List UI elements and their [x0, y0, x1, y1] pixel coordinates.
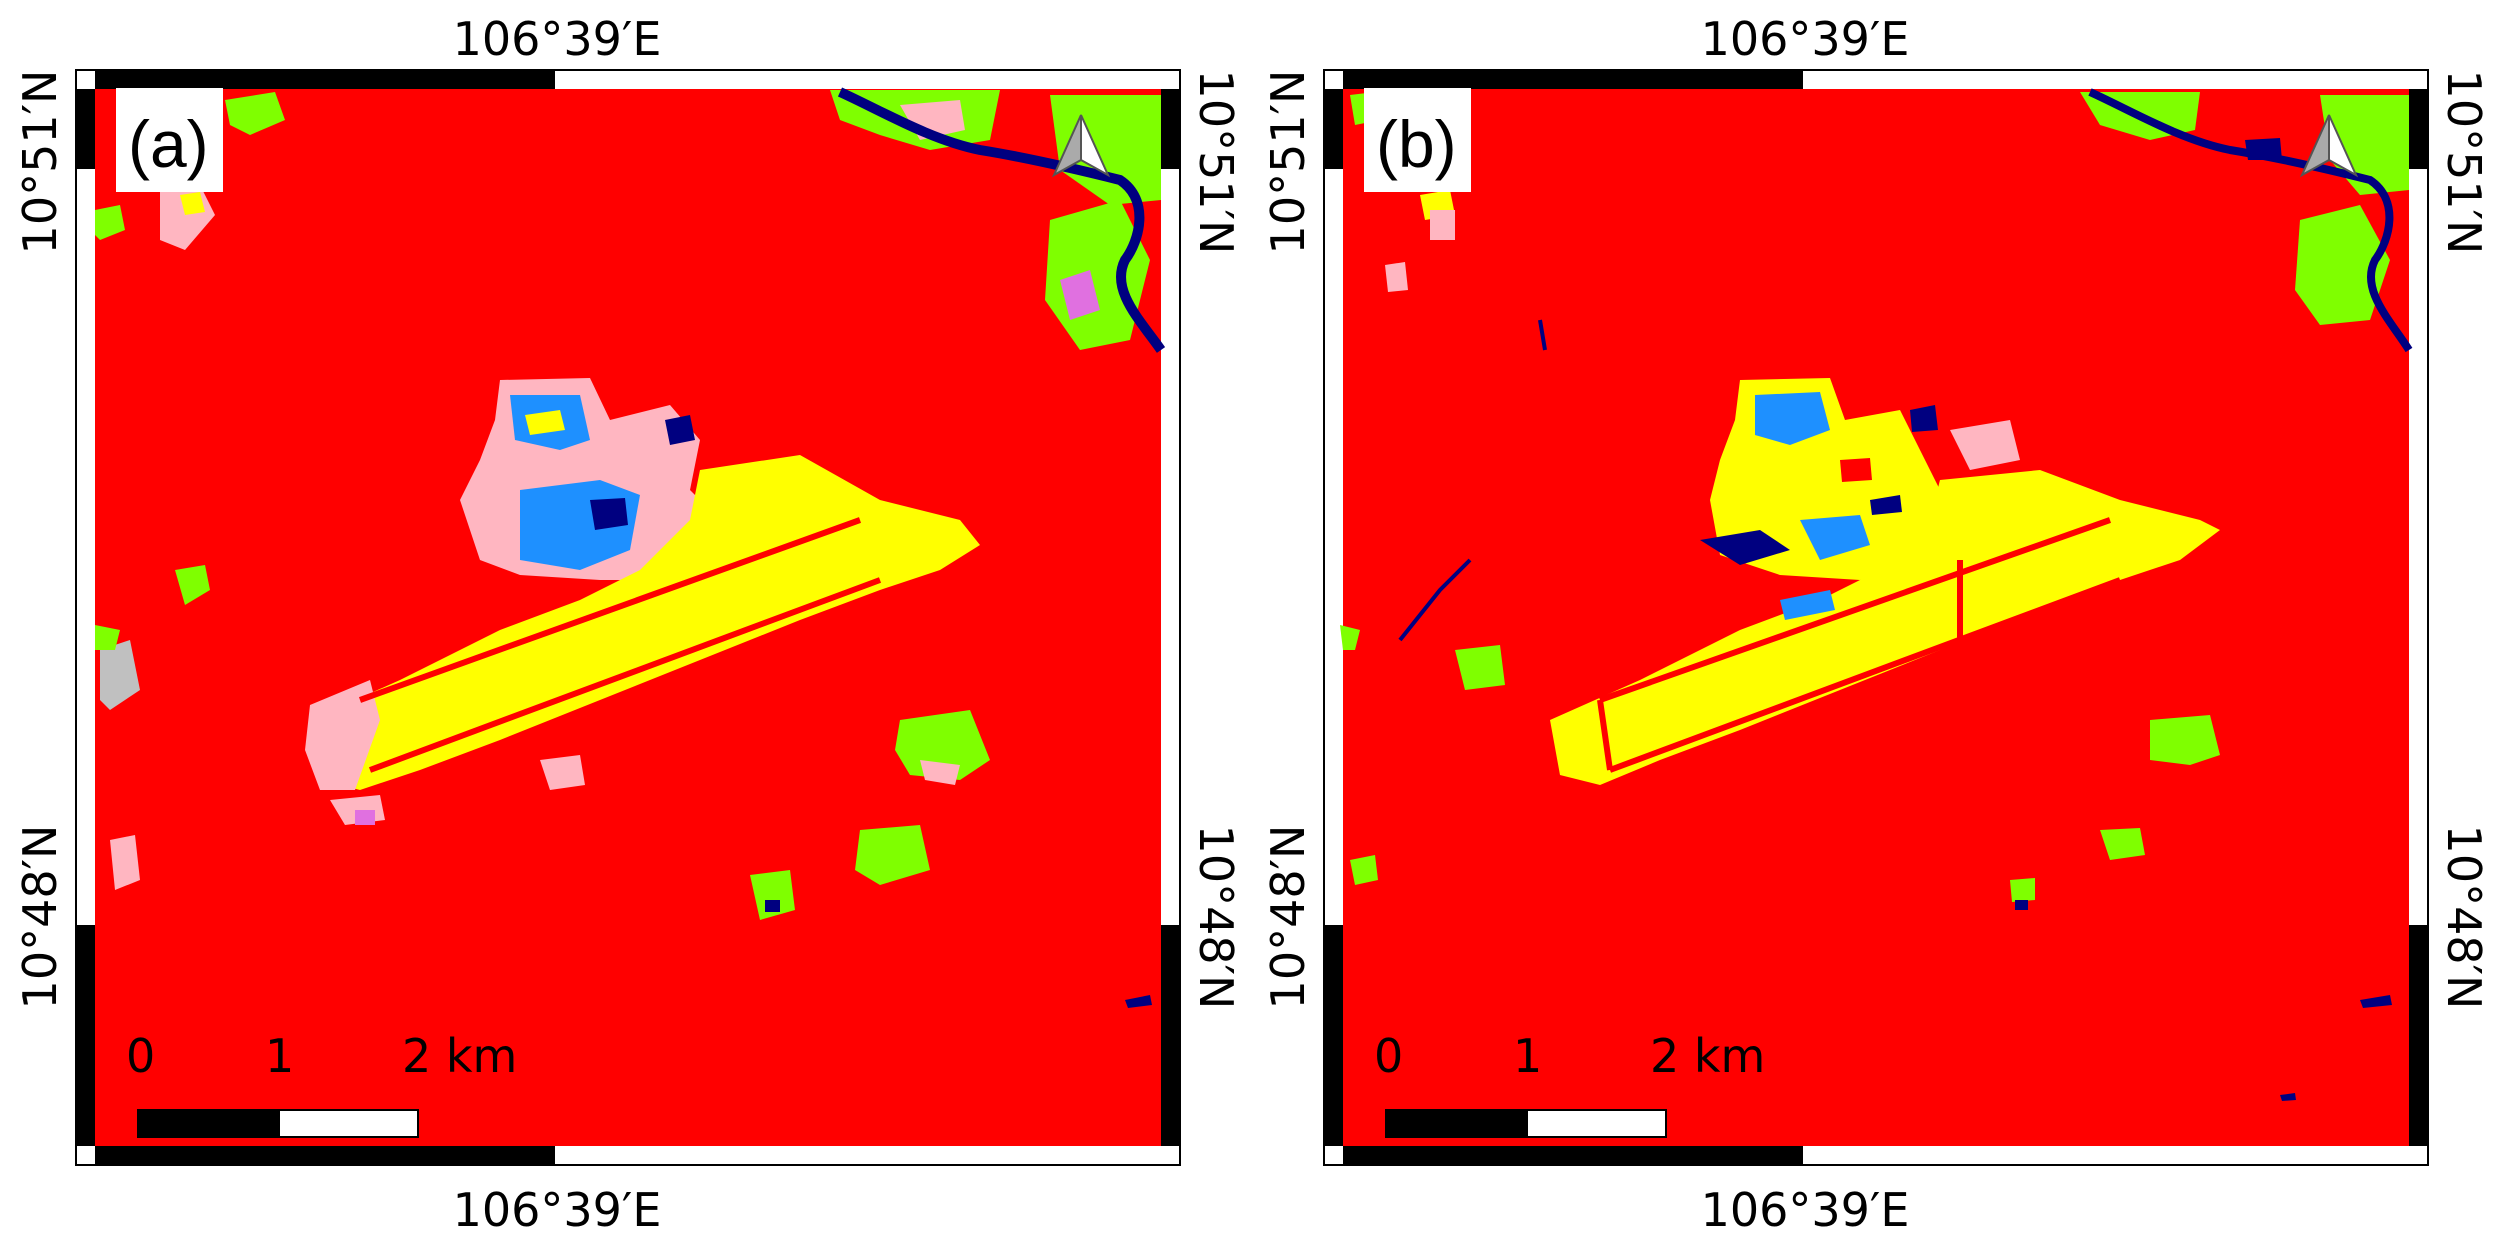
- panel-a-water-patch: [1125, 995, 1152, 1008]
- panel-b-label: (b): [1376, 107, 1457, 181]
- panel-a-scale-bar-white: [278, 1109, 419, 1138]
- panel-a-yellow-patch: [180, 192, 205, 215]
- panel-a-vegetation-patch: [895, 710, 990, 780]
- panel-a-vegetation-patch: [750, 870, 795, 920]
- panel-b-river: [2088, 88, 2413, 353]
- panel-b-frame-bar-right-bottom: [2409, 925, 2428, 1146]
- panel-a-gray-patch: [100, 640, 140, 710]
- panel-a-water-patch: [665, 415, 695, 445]
- panel-b-water-patch: [1910, 405, 1938, 432]
- panel-a-label: (a): [128, 107, 209, 181]
- panel-b-vegetation-patch: [2010, 878, 2035, 902]
- panel-a-land-cover: [95, 87, 1166, 1008]
- panel-b-water-line: [1398, 558, 1472, 642]
- panel-a-frame-bar-right-top: [1161, 89, 1180, 169]
- panel-a-pink-patch: [920, 760, 960, 785]
- panel-a-water-patch: [765, 900, 780, 912]
- panel-b-bottom-lon: 106°39′E: [1701, 1183, 1910, 1237]
- panel-a-runway-line: [368, 577, 882, 773]
- panel-b-water-patch: [2245, 138, 2282, 160]
- panel-b-vegetation-patch: [1455, 645, 1505, 690]
- panel-a-frame-bar-left-bottom: [76, 925, 95, 1146]
- panel-b-pink-patch: [1950, 420, 2020, 470]
- panel-b-frame-bar-left-bottom: [1324, 925, 1343, 1146]
- panel-a: (a) 0 1 2 km 106°39′E 106°39′E 10°51′N 1…: [13, 12, 1243, 1237]
- panel-a-yellow-patch: [525, 410, 565, 435]
- panel-a-vegetation-patch: [225, 92, 285, 135]
- panel-b-label-box: [1364, 88, 1471, 192]
- panel-a-river: [837, 87, 1166, 353]
- panel-b-terminal-blue: [1800, 515, 1870, 560]
- panel-a-vegetation-patch: [175, 565, 210, 605]
- panel-a-lat-north-right: 10°51′N: [1189, 70, 1243, 255]
- panel-b-terminal-blue: [1755, 392, 1830, 445]
- panel-b-vegetation-patch: [2295, 205, 2390, 325]
- panel-a-frame-bar-left-top: [76, 89, 95, 169]
- panel-a-scale-label-2: 2 km: [402, 1029, 517, 1083]
- panel-a-magenta-patch: [355, 810, 375, 825]
- panel-a-pink-patch: [110, 835, 140, 890]
- panel-b-pink-patch: [1385, 262, 1408, 292]
- panel-a-label-box: [116, 88, 223, 192]
- panel-b-vegetation-patch: [2100, 828, 2145, 860]
- panel-b-runway-line: [1599, 517, 2111, 703]
- panel-a-scale-label-0: 0: [126, 1029, 155, 1083]
- panel-b-pink-patch: [1430, 210, 1455, 240]
- panel-b-scale-label-2: 2 km: [1650, 1029, 1765, 1083]
- panel-b-frame-bar-left-top: [1324, 89, 1343, 169]
- panel-a-frame-bar-top: [95, 70, 555, 89]
- panel-b-lat-north-left: 10°51′N: [1261, 70, 1315, 255]
- panel-b-water-patch: [2360, 995, 2392, 1008]
- panel-b-runway-line: [1597, 699, 1613, 771]
- panel-a-bottom-lon: 106°39′E: [453, 1183, 662, 1237]
- panel-a-scale-bar-black: [137, 1109, 280, 1138]
- panel-b-scale-label-1: 1: [1513, 1029, 1542, 1083]
- panel-a-lat-south-right: 10°48′N: [1189, 825, 1243, 1010]
- panel-a-scale-label-1: 1: [265, 1029, 294, 1083]
- panel-b-vegetation-patch: [1350, 855, 1378, 885]
- panel-b-water-patch: [1870, 495, 1902, 515]
- panel-a-runway-pink-edge: [305, 680, 380, 790]
- panel-a-lat-north-left: 10°51′N: [13, 70, 67, 255]
- panel-b-frame-bar-bottom: [1343, 1146, 1803, 1165]
- panel-a-top-lon: 106°39′E: [453, 12, 662, 66]
- panel-b-runway-yellow: [1550, 470, 2220, 785]
- panel-b-water-patch: [2015, 900, 2028, 910]
- panel-b-blue-patch: [1780, 590, 1835, 620]
- panel-b-runway-line: [1608, 577, 2122, 773]
- panel-a-lat-south-left: 10°48′N: [13, 825, 67, 1010]
- panel-a-vegetation-patch: [855, 825, 930, 885]
- panel-a-frame-bar-bottom: [95, 1146, 555, 1165]
- panel-b-vegetation-patch: [1340, 625, 1360, 650]
- panel-b-red-patch: [1840, 458, 1872, 482]
- north-arrow-icon: [2299, 114, 2359, 178]
- panel-a-pink-patch: [1060, 270, 1100, 320]
- panel-b-water-patch: [1700, 530, 1790, 565]
- panel-b: (b) 0 1 2 km 106°39′E 106°39′E 10°51′N 1…: [1261, 12, 2491, 1237]
- panel-b-scale-label-0: 0: [1374, 1029, 1403, 1083]
- panel-a-water-patch: [590, 498, 628, 530]
- panel-b-vegetation-patch: [2150, 715, 2220, 765]
- panel-b-scale-bar-black: [1385, 1109, 1528, 1138]
- panel-b-lat-south-right: 10°48′N: [2437, 825, 2491, 1010]
- panel-b-lat-north-right: 10°51′N: [2437, 70, 2491, 255]
- panel-b-frame-bar-top: [1343, 70, 1803, 89]
- panel-a-vegetation-patch: [95, 625, 120, 650]
- panel-a-frame-bar-right-bottom: [1161, 925, 1180, 1146]
- panel-a-pink-patch: [540, 755, 585, 790]
- panel-b-water-line: [1538, 319, 1547, 351]
- panel-a-vegetation-patch: [95, 205, 125, 240]
- panel-b-water-patch: [2280, 1093, 2296, 1101]
- panel-b-frame-bar-right-top: [2409, 89, 2428, 169]
- panel-b-lat-south-left: 10°48′N: [1261, 825, 1315, 1010]
- panel-b-top-lon: 106°39′E: [1701, 12, 1910, 66]
- north-arrow-icon: [1051, 114, 1111, 178]
- panel-b-scale-bar-white: [1526, 1109, 1667, 1138]
- panel-a-runway-line: [358, 517, 862, 703]
